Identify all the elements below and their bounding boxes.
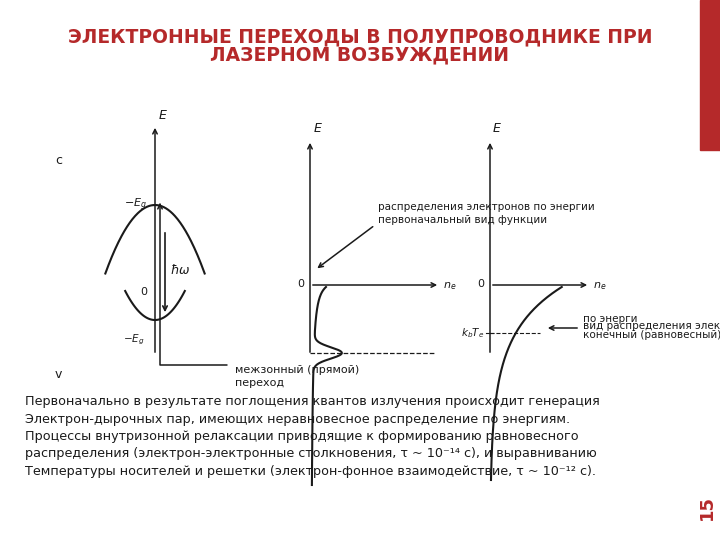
Text: E: E	[159, 109, 167, 122]
Bar	[700, 0, 720, 150]
Text: распределения (электрон-электронные столкновения, τ ~ 10⁻¹⁴ с), и выравниванию: распределения (электрон-электронные стол…	[25, 448, 597, 461]
Text: 0: 0	[477, 279, 484, 289]
Text: по энерги: по энерги	[583, 314, 637, 324]
Text: ЭЛЕКТРОННЫЕ ПЕРЕХОДЫ В ПОЛУПРОВОДНИКЕ ПРИ: ЭЛЕКТРОННЫЕ ПЕРЕХОДЫ В ПОЛУПРОВОДНИКЕ ПР…	[68, 27, 652, 46]
Text: вид распределения электронов: вид распределения электронов	[583, 321, 720, 331]
Text: $-E_g$: $-E_g$	[124, 197, 147, 213]
Text: ЛАЗЕРНОМ ВОЗБУЖДЕНИИ: ЛАЗЕРНОМ ВОЗБУЖДЕНИИ	[210, 45, 510, 64]
Text: $n_e$: $n_e$	[593, 280, 606, 292]
Text: Процессы внутризонной релаксации приводящие к формированию равновесного: Процессы внутризонной релаксации приводя…	[25, 430, 579, 443]
Text: $k_b T_e$: $k_b T_e$	[461, 326, 484, 340]
Text: Температуры носителей и решетки (электрон-фонное взаимодействие, τ ~ 10⁻¹² с).: Температуры носителей и решетки (электро…	[25, 465, 596, 478]
Text: $-E_g$: $-E_g$	[123, 333, 145, 347]
Text: c: c	[55, 153, 62, 166]
Text: 0: 0	[297, 279, 304, 289]
Text: v: v	[55, 368, 63, 381]
Text: Первоначально в результате поглощения квантов излучения происходит генерация: Первоначально в результате поглощения кв…	[25, 395, 600, 408]
Text: 0: 0	[140, 287, 147, 297]
Text: E: E	[314, 122, 322, 135]
Text: переход: переход	[235, 378, 284, 388]
Text: первоначальный вид функции: первоначальный вид функции	[378, 215, 547, 225]
Text: 15: 15	[698, 495, 716, 520]
Text: межзонный (прямой): межзонный (прямой)	[235, 365, 359, 375]
Text: E: E	[493, 122, 501, 135]
Text: Электрон-дырочных пар, имеющих неравновесное распределение по энергиям.: Электрон-дырочных пар, имеющих неравнове…	[25, 413, 570, 426]
Text: распределения электронов по энергии: распределения электронов по энергии	[378, 202, 595, 212]
Text: $\hbar\omega$: $\hbar\omega$	[170, 263, 191, 277]
Text: $n_e$: $n_e$	[443, 280, 456, 292]
Text: конечный (равновесный): конечный (равновесный)	[583, 330, 720, 340]
